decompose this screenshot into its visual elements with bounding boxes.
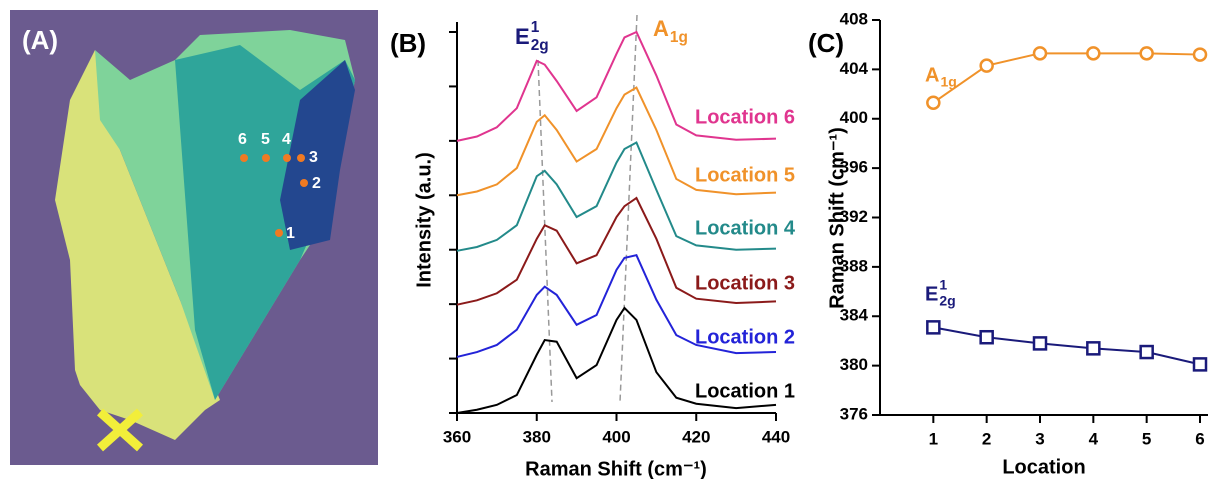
label-base: E [925,283,938,305]
series-line [456,306,777,414]
x-axis-label: Location [1002,456,1085,478]
series-line [933,326,1201,366]
flake-thick [55,50,220,440]
x-tick-label: 440 [762,427,790,446]
point-label: 6 [238,131,247,148]
point-dot [275,229,283,237]
point-label: 2 [312,175,321,192]
x-tick-label: 420 [682,427,710,446]
peak-guide [537,59,553,403]
y-tick-label: 400 [840,108,868,127]
y-tick-label: 388 [840,256,868,275]
series-line [456,141,777,252]
x-tick-label: 1 [929,429,938,448]
label: Location 1 [695,380,795,402]
panel-label: (B) [390,28,426,58]
y-tick-label: 404 [840,59,869,78]
x-tick-label: 6 [1195,429,1204,448]
point-dot [283,154,291,162]
label: Location 3 [695,272,795,294]
point [979,58,994,73]
x-tick-label: 5 [1142,429,1151,448]
point [1139,46,1154,61]
point-label: 4 [282,131,291,148]
series-line [456,253,777,358]
point [1139,344,1154,360]
marker-cross [96,408,144,452]
label-base: A [653,16,669,41]
point-label: 3 [309,149,318,166]
point [1192,357,1208,372]
label-sub: 2g [531,37,549,54]
label: Location 5 [695,164,795,186]
y-tick-label: 396 [840,158,868,177]
x-tick-label: 4 [1089,429,1099,448]
point [1032,336,1048,351]
series-line [456,196,777,306]
point [1086,46,1101,61]
series-line [456,86,777,197]
point-dot [297,154,305,162]
y-tick-label: 380 [840,355,868,374]
point-label: 1 [286,225,295,242]
x-axis-label: Raman Shift (cm⁻¹) [525,458,707,479]
y-tick-label: 376 [840,404,868,423]
label-base: E [515,24,530,49]
flake-thinnest [280,60,355,250]
point-label: 5 [261,131,270,148]
point-dot [262,154,270,162]
point-dot [240,154,248,162]
point [1086,341,1101,356]
peak-guide [619,14,638,403]
series-line [456,30,777,142]
x-tick-label: 360 [443,427,471,446]
label-sub: 1g [940,74,956,90]
label-base: A [925,64,939,86]
point [1192,47,1208,62]
label-sub: 2g [939,293,955,309]
y-tick-label: 384 [840,306,869,325]
y-axis-label: Raman Shift (cm⁻¹) [826,127,848,309]
x-tick-label: 2 [982,429,991,448]
point-dot [300,179,308,187]
series-line [932,52,1201,104]
micrograph: (A) 1 2 3 4 5 6 [10,10,378,465]
x-tick-label: 3 [1035,429,1044,448]
label-sup: 1 [531,19,540,36]
point [926,320,941,335]
x-tick-label: 380 [523,427,551,446]
y-tick-label: 392 [840,207,868,226]
label: Location 4 [695,217,796,239]
point [979,329,994,345]
panel-label: (C) [808,28,844,58]
label-sub: 1g [670,29,688,46]
point [926,95,941,110]
y-tick-label: 408 [840,9,868,28]
label-sup: 1 [939,277,947,293]
label: Location 2 [695,326,795,348]
x-tick-label: 400 [602,427,630,446]
point [1032,46,1048,61]
label: Location 6 [695,106,795,128]
y-axis-label: Intensity (a.u.) [413,152,435,288]
panel-label: (A) [22,25,58,55]
